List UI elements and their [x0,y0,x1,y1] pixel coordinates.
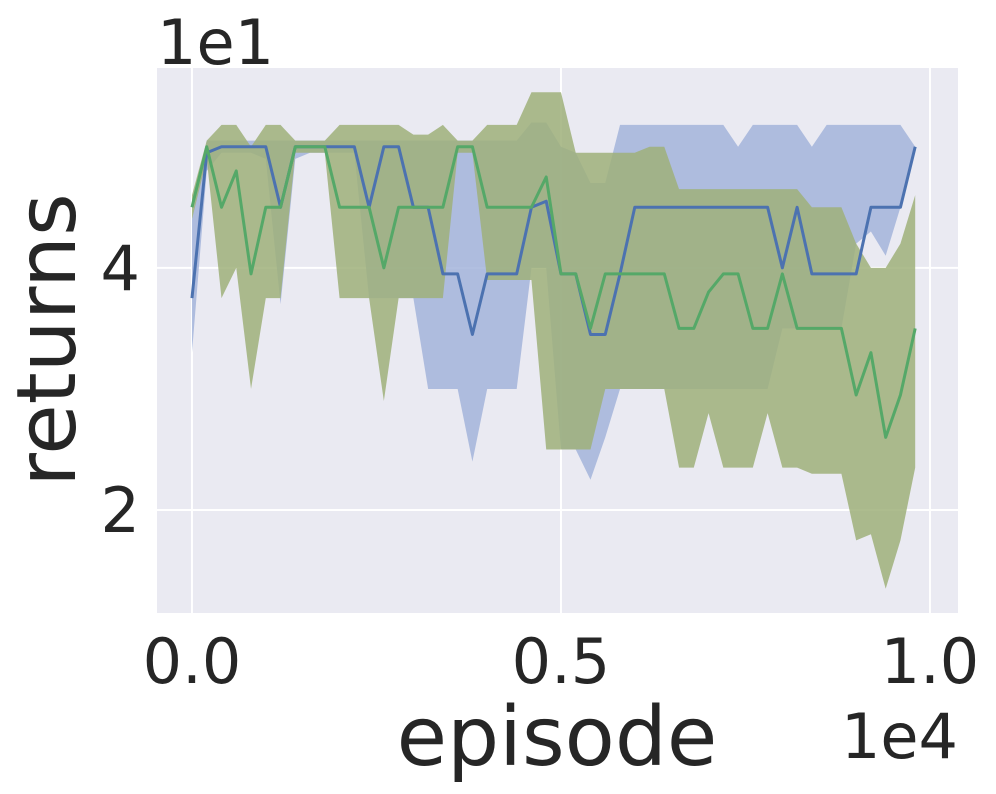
x-tick-label: 0.0 [143,625,242,698]
line [190,145,917,439]
x-offset-label: 1e4 [841,700,958,773]
x-tick-label: 1.0 [881,625,980,698]
y-tick-label: 2 [101,474,140,547]
x-axis-label: episode [397,690,718,785]
y-tick-label: 4 [101,232,140,305]
y-offset-label: 1e1 [157,6,274,79]
x-tick-label: 0.5 [512,625,611,698]
y-axis-label: returns [0,193,95,486]
